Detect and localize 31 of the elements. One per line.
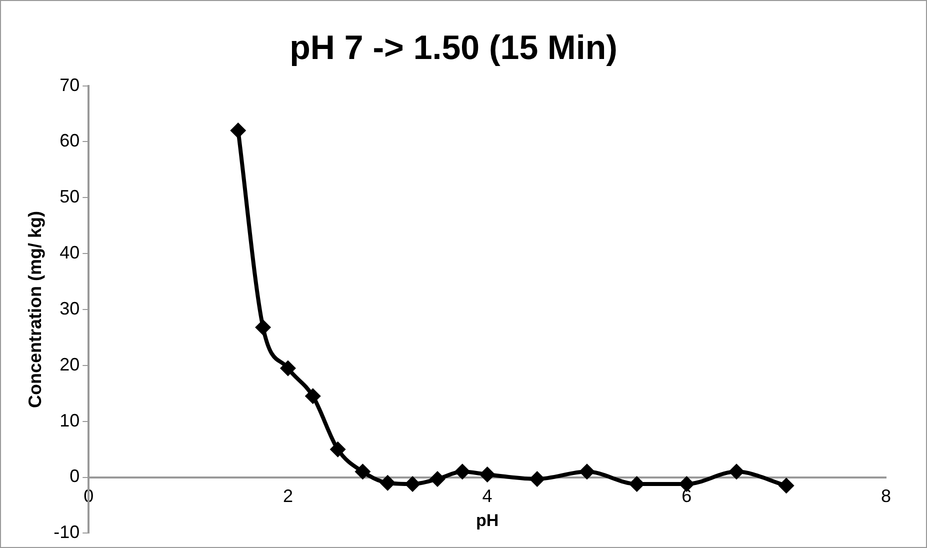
- x-tick-label: 2: [282, 486, 293, 506]
- y-axis-title: Concentration (mg/ kg): [24, 210, 45, 408]
- y-tick-label: 70: [60, 74, 80, 95]
- y-tick-label: 30: [60, 298, 80, 318]
- x-axis-title: pH: [476, 510, 499, 530]
- x-tick-label: 8: [880, 486, 892, 506]
- point: [529, 470, 546, 487]
- point: [429, 470, 446, 487]
- point: [454, 464, 470, 480]
- y-tick-label: 60: [60, 130, 80, 151]
- point: [404, 476, 421, 492]
- chart-title: pH 7 -> 1.50 (15 Min): [290, 28, 618, 67]
- point: [578, 464, 595, 480]
- x-tick-label: 4: [482, 486, 492, 506]
- y-tick-label: 40: [60, 242, 80, 263]
- point: [255, 319, 272, 336]
- y-tick-label: -10: [54, 522, 80, 542]
- y-tick-label: 50: [60, 186, 80, 207]
- y-tick-label: 0: [70, 466, 80, 486]
- point: [380, 474, 396, 491]
- point: [778, 478, 794, 494]
- point: [304, 388, 321, 404]
- point: [230, 122, 246, 139]
- y-tick-label: 10: [60, 410, 80, 430]
- point: [628, 476, 645, 492]
- point: [280, 360, 296, 376]
- y-tick-label: 20: [60, 354, 80, 374]
- point: [479, 466, 496, 482]
- point: [354, 464, 371, 480]
- point: [728, 464, 744, 480]
- point: [330, 441, 346, 458]
